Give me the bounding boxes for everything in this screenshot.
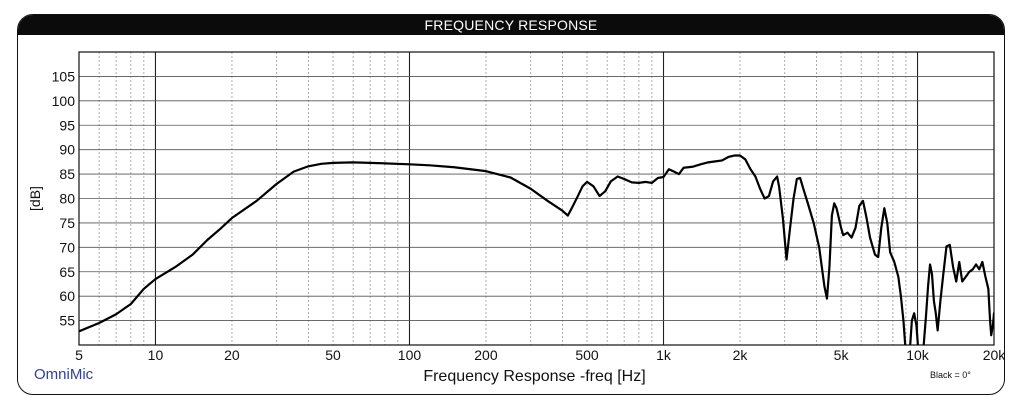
- x-tick-label: 100: [398, 347, 422, 363]
- y-tick-label: 105: [52, 68, 76, 84]
- x-tick-label: 5: [75, 347, 83, 363]
- x-tick-label: 20k: [983, 347, 1007, 363]
- chart-frame: FREQUENCY RESPONSE: [17, 14, 1005, 395]
- series-line: [79, 154, 994, 345]
- y-tick-label: 65: [59, 264, 75, 280]
- x-tick-label: 1k: [656, 347, 672, 363]
- x-tick-label: 10k: [906, 347, 930, 363]
- x-tick-label: 10: [148, 347, 164, 363]
- legend-note: Black = 0°: [930, 370, 971, 380]
- y-tick-label: 70: [59, 239, 75, 255]
- y-tick-label: 60: [59, 288, 75, 304]
- x-tick-label: 20: [224, 347, 240, 363]
- y-tick-label: 75: [59, 215, 75, 231]
- y-axis-label: [dB]: [27, 186, 43, 211]
- x-axis-label: Frequency Response -freq [Hz]: [423, 368, 645, 385]
- y-tick-label: 85: [59, 166, 75, 182]
- plot-border: [78, 51, 995, 346]
- chart-title: FREQUENCY RESPONSE: [18, 15, 1004, 35]
- x-tick-label: 2k: [733, 347, 749, 363]
- x-tick-label: 500: [575, 347, 599, 363]
- y-tick-label: 95: [59, 117, 75, 133]
- brand-label: OmniMic: [34, 366, 94, 383]
- y-tick-label: 90: [59, 142, 75, 158]
- y-tick-label: 80: [59, 191, 75, 207]
- y-tick-label: 100: [52, 93, 76, 109]
- x-tick-label: 200: [474, 347, 498, 363]
- x-tick-label: 5k: [834, 347, 850, 363]
- x-tick-label: 50: [325, 347, 341, 363]
- y-tick-label: 55: [59, 313, 75, 329]
